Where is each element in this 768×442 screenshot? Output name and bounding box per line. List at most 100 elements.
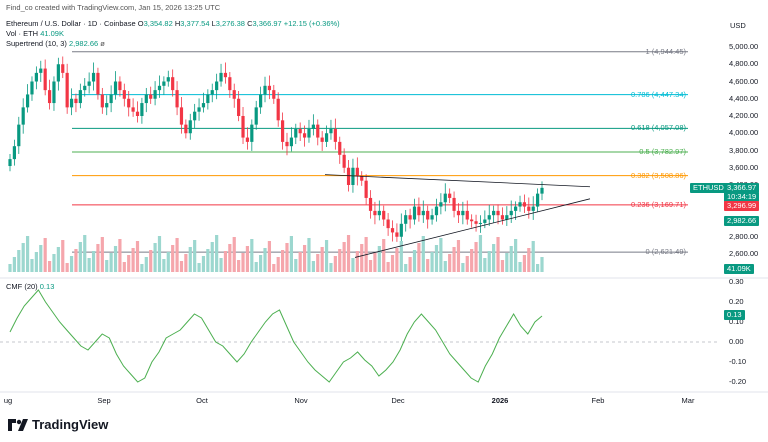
price-tick: 4,200.00 [729,111,759,120]
last-price-tag: 3,366.97 [724,183,760,193]
candle-body [509,210,513,216]
candle-body [206,94,210,104]
volume-bar [531,241,535,272]
volume-bar [377,246,381,272]
volume-bar [443,261,447,272]
candle-body [448,193,452,198]
volume-bar [505,253,509,272]
fib-label: 0.236 (3,169.71) [630,199,686,209]
volume-bar [8,264,12,272]
volume-bar [487,251,491,272]
trendline-upper [324,174,591,188]
candle-body [478,222,483,224]
cmf-tick: 0.10 [729,317,744,326]
volume-bar [162,259,166,272]
candle-body [140,103,144,116]
volume-bar [131,248,135,272]
supertrend-tag: 2,982.66 [724,216,760,226]
volume-bar [69,256,74,272]
volume-bar [522,255,527,272]
volume-bar [355,251,359,272]
legend-supertrend[interactable]: Supertrend (10, 3) 2,982.66 ø [6,39,105,48]
price-tick: 4,600.00 [729,76,759,86]
candle-body [280,120,285,142]
volume-bar [536,264,540,272]
candle-body [368,197,373,211]
tradingview-logo-text: TradingView [32,417,109,432]
volume-bar [294,259,298,272]
candle-body [30,81,34,95]
volume-bar [144,257,148,272]
volume-bar [12,257,16,272]
candle-body [105,103,109,108]
high-value: 3,377.54 [180,19,210,28]
price-tick: 5,000.00 [729,42,759,51]
candle-body [34,72,38,82]
candle-body [267,85,272,91]
legend-volume[interactable]: Vol · ETH 41.09K [6,29,64,38]
candle-body [91,72,96,82]
time-tick: Nov [294,396,308,405]
time-tick: Sep [97,396,111,405]
candle-body [518,202,522,207]
candle-body [500,215,505,220]
price-tick: 3,800.00 [729,145,759,155]
volume-bar [382,239,386,272]
candle-body [162,81,166,86]
candle-body [483,219,487,223]
currency-label[interactable]: USD [730,21,746,30]
volume-bar [118,239,122,272]
price-tick: 3,600.00 [729,162,759,172]
candle-body [219,72,223,82]
volume-bar [127,255,131,272]
volume-bar [465,256,469,272]
hide-icon[interactable]: ø [100,39,105,48]
candle-body [109,94,113,104]
volume-bar [448,254,452,272]
candle-body [39,68,43,73]
volume-label: Vol · ETH [6,29,39,38]
level-tag: 3,296.99 [724,201,760,211]
candle-body [272,90,276,99]
candle-body [536,193,540,207]
candle-body [404,215,408,224]
candle-body [135,111,140,116]
candle-body [43,68,47,91]
volume-bar [417,243,421,272]
tradingview-logo[interactable]: TradingView [8,417,108,432]
cmf-legend[interactable]: CMF (20) 0.13 [6,282,54,291]
candle-body [492,210,496,216]
symbol-title[interactable]: Ethereum / U.S. Dollar · 1D · Coinbase [6,19,136,28]
candle-body [193,111,197,121]
volume-bar [316,254,320,272]
candle-body [285,141,289,147]
candle-body [505,215,509,220]
volume-bar [122,262,126,272]
volume-bar [91,251,96,272]
change-value: +12.15 (+0.36%) [283,19,340,28]
candle-body [465,210,469,220]
volume-bar [259,255,263,272]
candle-body [254,107,258,125]
price-tick: 4,000.00 [729,128,759,138]
cmf-value: 0.13 [39,282,55,291]
watermark-text: Find_co created with TradingView.com, Ja… [6,3,221,12]
volume-bar [193,240,197,272]
candle-body [390,228,395,233]
candle-body [210,90,214,95]
volume-bar [492,244,496,272]
candle-body [171,77,175,91]
volume-bar [52,254,56,272]
volume-bar [333,256,337,272]
candle-body [434,206,439,216]
supertrend-label: Supertrend (10, 3) [6,39,67,48]
candle-body [412,206,417,220]
cmf-tick: -0.10 [729,357,747,366]
volume-bar [149,250,153,272]
candle-body [324,133,329,142]
candle-body [514,206,518,211]
candle-body [307,128,311,138]
volume-bar [47,261,52,272]
price-tick: 2,800.00 [729,231,759,241]
